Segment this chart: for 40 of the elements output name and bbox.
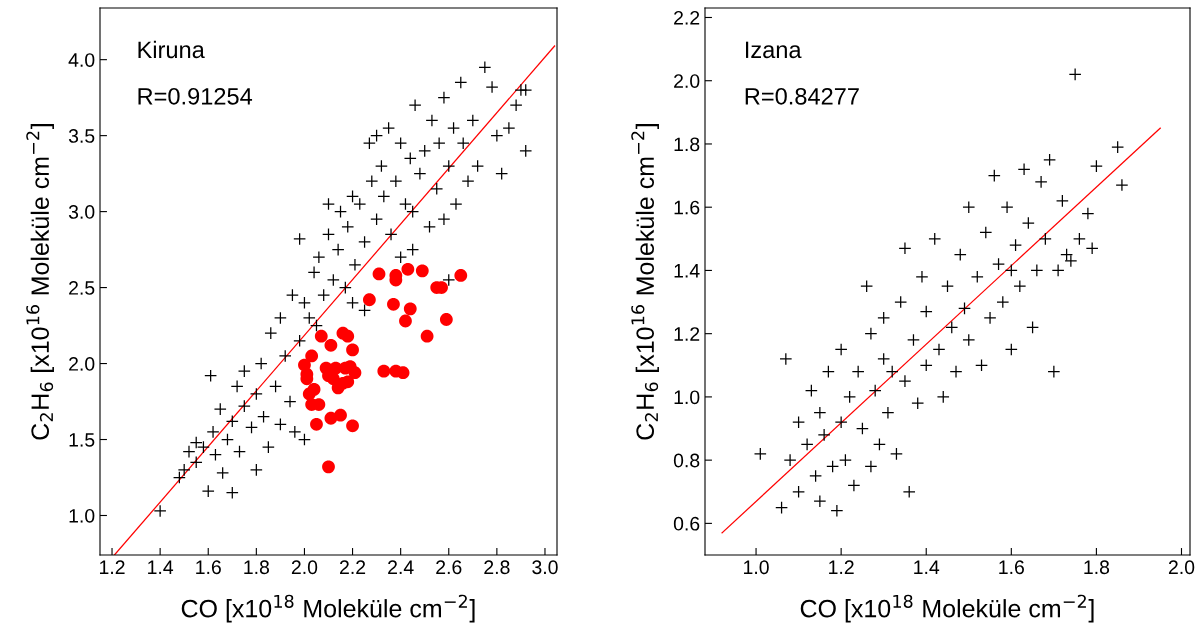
annotation: Izana	[745, 41, 802, 59]
x-axis-title: CO [x10$^{18}$ Moleküle cm$^{−2}$]	[181, 594, 475, 623]
x-tick-label: 1.2	[829, 560, 854, 574]
y-tick-label: 1.5	[69, 433, 95, 447]
x-tick-label: 2.0	[291, 560, 318, 575]
x-tick-label: 1.8	[244, 560, 270, 575]
x-tick-label: 1.2	[100, 560, 125, 574]
y-tick-label: 2.0	[69, 357, 95, 371]
y-tick-label: 2.5	[69, 281, 95, 295]
text: C$_{2}$H$_{6}$ [x10$^{16}$ Moleküle cm$^{−2}$]	[631, 124, 659, 440]
x-axis-title: CO [x10$^{18}$ Moleküle cm$^{−2}$]	[800, 594, 1094, 623]
annotation: Kiruna	[138, 40, 205, 59]
y-tick-label: 2.0	[674, 74, 700, 88]
y-tick-label: 2.2	[674, 10, 700, 25]
y-tick-label: 0.6	[673, 516, 700, 531]
annotation: R=0.91254	[138, 87, 253, 105]
x-tick-label: 1.8	[1084, 560, 1110, 575]
y-tick-label: 3.0	[68, 205, 95, 219]
x-tick-label: 1.6	[196, 560, 221, 575]
y-tick-label: 3.5	[68, 129, 95, 143]
x-tick-label: 2.4	[388, 560, 414, 574]
text: C$_{2}$H$_{6}$ [x10$^{16}$ Moleküle cm$^{−2}$]	[26, 124, 54, 440]
x-tick-label: 2.8	[484, 560, 510, 575]
x-tick-label: 2.6	[436, 560, 462, 575]
y-tick-label: 1.4	[674, 264, 700, 278]
y-tick-label: 1.0	[69, 508, 95, 523]
x-tick-label: 1.4	[914, 560, 940, 574]
y-tick-label: 1.6	[674, 200, 700, 215]
y-tick-label: 4.0	[68, 53, 95, 67]
y-tick-label: 0.8	[673, 453, 700, 468]
x-tick-label: 1.6	[999, 560, 1024, 575]
x-tick-label: 2.2	[340, 560, 366, 574]
x-tick-label: 1.4	[148, 560, 174, 574]
x-tick-label: 3.0	[532, 560, 558, 575]
y-tick-label: 1.2	[674, 327, 700, 341]
annotation: R=0.84277	[745, 87, 859, 105]
x-tick-label: 1.0	[744, 560, 769, 575]
x-tick-label: 2.0	[1168, 560, 1195, 575]
y-tick-label: 1.8	[674, 137, 700, 152]
y-tick-label: 1.0	[674, 390, 700, 405]
